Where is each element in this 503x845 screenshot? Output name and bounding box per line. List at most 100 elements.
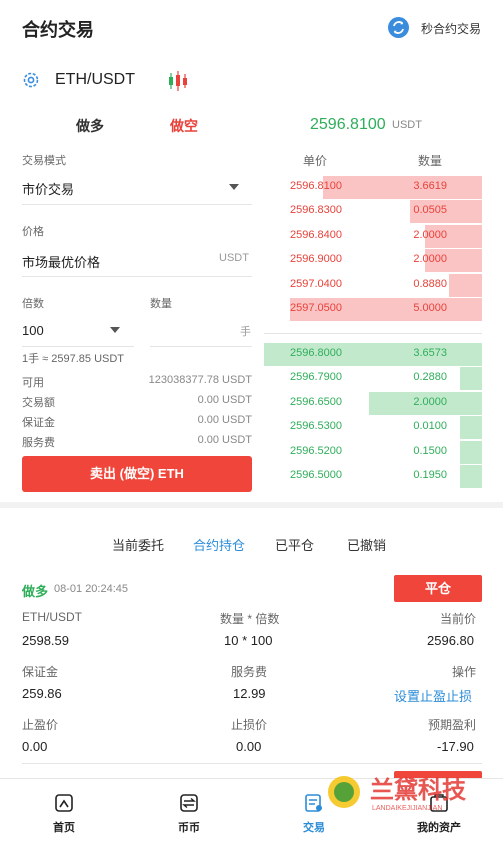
set-tp-sl-link[interactable]: 设置止盈止损 [394,689,473,704]
next-close-button[interactable] [394,771,482,779]
ask-depth-bar [410,200,482,224]
ask-price: 2597.0400 [290,277,342,290]
quantity-input[interactable] [150,314,236,340]
quantity-label: 数量 [150,298,172,310]
last-price-unit: USDT [392,119,422,131]
position-qty-value: 10 * 100 [224,633,273,648]
orderbook-divider [264,333,482,334]
stat-available-value: 123038377.78 USDT [148,374,252,386]
position-time: 08-01 20:24:45 [54,583,129,595]
gear-icon[interactable] [21,70,41,90]
last-price: 2596.8100 [310,116,386,133]
position-current-label: 当前价 [440,612,477,626]
nav-label-exchange: 币币 [178,822,200,834]
position-sl-value: 0.00 [236,739,262,754]
nav-label-home: 首页 [53,822,75,834]
ask-row[interactable]: 2597.0500 5.0000 [264,298,482,321]
nav-item-assets[interactable]: 我的资产 [399,779,479,835]
bid-row[interactable]: 2596.6500 2.0000 [264,391,482,415]
bid-qty: 0.1950 [413,469,447,481]
position-pnl-value: -17.90 [437,739,474,754]
chevron-down-icon[interactable] [110,327,120,333]
price-unit: USDT [219,252,249,264]
ask-price: 2596.8300 [290,204,342,217]
mode-select[interactable]: 市价交易 [22,182,75,197]
nav-label-trade: 交易 [303,822,325,834]
price-label: 价格 [22,226,44,238]
position-fee-label: 服务费 [231,665,268,679]
leverage-select[interactable]: 100 [22,323,44,338]
bid-price: 2596.5300 [290,420,342,433]
bid-row[interactable]: 2596.7900 0.2880 [264,367,482,391]
bid-row[interactable]: 2596.8000 3.6573 [264,343,482,366]
position-margin-label: 保证金 [22,665,59,679]
trade-icon [305,794,322,812]
tab-closed[interactable]: 已平仓 [275,538,315,553]
leverage-label: 倍数 [22,298,44,310]
bid-depth-bar [460,416,482,440]
bid-row[interactable]: 2596.5200 0.1500 [264,440,482,464]
bid-row[interactable]: 2596.5000 0.1950 [264,465,482,488]
tab-long[interactable]: 做多 [76,118,104,134]
stat-fee-value: 0.00 USDT [197,434,252,446]
bid-depth-bar [460,367,482,391]
position-open-price: 2598.59 [22,633,69,648]
ask-price: 2596.8400 [290,228,342,241]
divider [22,763,482,764]
tab-cancelled[interactable]: 已撤销 [347,538,387,553]
ask-row[interactable]: 2596.9000 2.0000 [264,249,482,273]
ask-row[interactable]: 2597.0400 0.8880 [264,273,482,297]
ask-price: 2596.8100 [290,180,342,192]
close-position-button[interactable]: 平仓 [394,575,482,602]
bid-price: 2596.5000 [290,469,342,481]
tab-short[interactable]: 做空 [170,118,198,134]
bid-row[interactable]: 2596.5300 0.0100 [264,416,482,440]
nav-label-assets: 我的资产 [417,822,461,834]
stat-fee-label: 服务费 [22,437,55,449]
switch-mode-link[interactable]: 秒合约交易 [421,22,482,36]
watermark-logo: 兰黛科技 LANDAIKEJIJIANJIAN [322,772,492,812]
nav-item-home[interactable]: 首页 [24,779,104,835]
position-margin-value: 259.86 [22,686,62,701]
position-pnl-label: 预期盈利 [428,718,477,732]
ask-depth-bar [425,249,482,273]
bid-qty: 0.2880 [413,371,447,384]
sell-short-button[interactable]: 卖出 (做空) ETH [22,456,252,492]
divider [22,204,252,205]
bid-price: 2596.5200 [290,444,342,457]
home-icon [55,794,73,812]
ask-price: 2596.9000 [290,253,342,266]
switch-icon[interactable] [388,17,409,38]
position-fee-value: 12.99 [233,686,266,701]
stat-amount-value: 0.00 USDT [197,394,252,406]
bid-qty: 3.6573 [413,347,447,359]
price-input[interactable]: 市场最优价格 [22,255,101,270]
ask-depth-bar [322,176,482,199]
bid-depth-bar [460,440,482,464]
position-tp-value: 0.00 [22,739,48,754]
chevron-down-icon[interactable] [229,184,239,190]
mode-label: 交易模式 [22,155,66,167]
pair-selector[interactable]: ETH/USDT [55,71,135,88]
watermark-subtext: LANDAIKEJIJIANJIAN [372,805,442,812]
position-current-price: 2596.80 [427,633,474,648]
orderbook-qty-header: 数量 [418,154,443,168]
nav-item-trade[interactable]: 交易 [274,779,354,835]
ask-row[interactable]: 2596.8300 0.0505 [264,200,482,224]
position-side: 做多 [22,584,49,599]
ask-row[interactable]: 2596.8100 3.6619 [264,176,482,199]
ask-row[interactable]: 2596.8400 2.0000 [264,224,482,248]
candlestick-chart-icon[interactable] [166,69,190,93]
nav-item-exchange[interactable]: 币币 [149,779,229,835]
bottom-nav: 首页 币币 交易 我的资产 [0,778,503,845]
bid-price: 2596.8000 [290,347,342,359]
bid-qty: 0.1500 [413,444,447,457]
tab-positions[interactable]: 合约持仓 [193,538,246,553]
stat-amount-label: 交易额 [22,397,55,409]
tab-open-orders[interactable]: 当前委托 [112,538,165,553]
position-tp-label: 止盈价 [22,718,59,732]
ask-qty: 2.0000 [413,228,447,241]
watermark-text: 兰黛科技 [370,776,467,804]
ask-depth-bar [425,224,482,248]
ask-qty: 0.8880 [413,277,447,290]
